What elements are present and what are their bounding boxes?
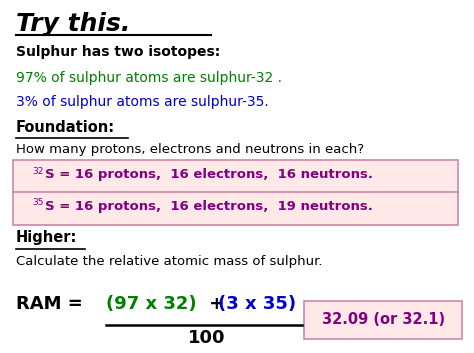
Text: 32: 32 — [32, 167, 44, 175]
FancyBboxPatch shape — [13, 192, 458, 225]
Text: S = 16 protons,  16 electrons,  16 neutrons.: S = 16 protons, 16 electrons, 16 neutron… — [45, 168, 373, 181]
Text: S = 16 protons,  16 electrons,  19 neutrons.: S = 16 protons, 16 electrons, 19 neutron… — [45, 200, 373, 213]
Text: 97% of sulphur atoms are sulphur-32 .: 97% of sulphur atoms are sulphur-32 . — [16, 71, 282, 85]
Text: 100: 100 — [188, 329, 225, 347]
Text: How many protons, electrons and neutrons in each?: How many protons, electrons and neutrons… — [16, 143, 364, 156]
Text: RAM =: RAM = — [16, 295, 89, 313]
Text: Calculate the relative atomic mass of sulphur.: Calculate the relative atomic mass of su… — [16, 255, 322, 268]
Text: 35: 35 — [32, 198, 44, 207]
FancyBboxPatch shape — [304, 301, 462, 339]
Text: 32.09 (or 32.1): 32.09 (or 32.1) — [321, 312, 445, 327]
Text: Foundation:: Foundation: — [16, 120, 115, 135]
Text: Sulphur has two isotopes:: Sulphur has two isotopes: — [16, 45, 220, 59]
Text: 3% of sulphur atoms are sulphur-35.: 3% of sulphur atoms are sulphur-35. — [16, 95, 268, 109]
FancyBboxPatch shape — [13, 160, 458, 193]
Text: (97 x 32): (97 x 32) — [106, 295, 197, 313]
Text: Higher:: Higher: — [16, 231, 77, 245]
Text: Try this.: Try this. — [16, 12, 130, 36]
Text: +: + — [203, 295, 230, 313]
Text: (3 x 35): (3 x 35) — [218, 295, 296, 313]
